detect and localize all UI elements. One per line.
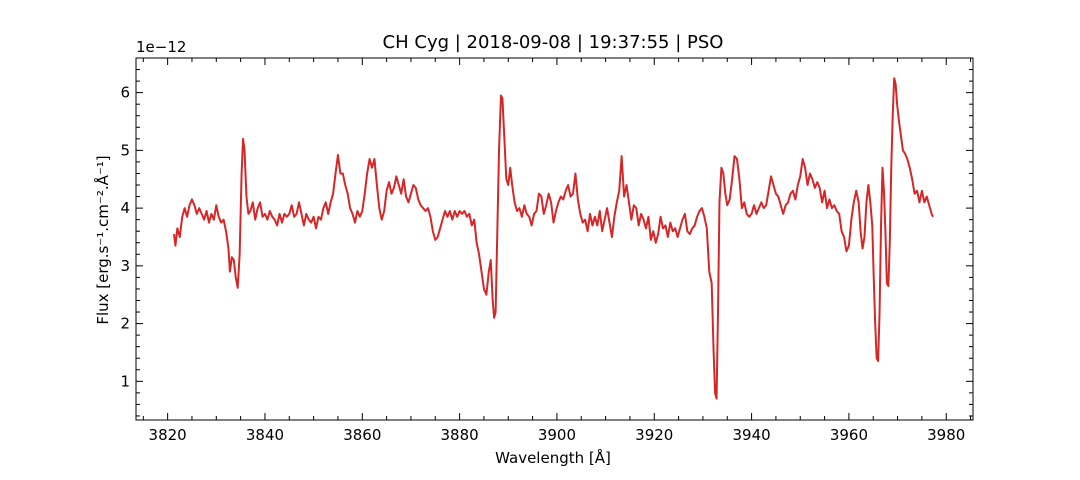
x-tick-label: 3940 [732, 426, 770, 444]
flux-series-line [172, 77, 934, 400]
y-tick-label: 3 [120, 257, 130, 275]
x-tick-label: 3860 [343, 426, 381, 444]
y-axis-label: Flux [erg.s⁻¹.cm⁻².Å⁻¹] [93, 155, 112, 324]
x-tick-label: 3980 [927, 426, 965, 444]
x-axis-ticks: 3820 3840 3860 3880 3900 3920 3940 3960 3980 [142, 58, 972, 444]
y-tick-label: 1 [120, 372, 130, 390]
y-tick-label: 2 [120, 315, 130, 333]
x-axis-label: Wavelength [Å] [495, 448, 611, 467]
plot-area [172, 77, 934, 400]
y-offset-text: 1e−12 [136, 38, 186, 56]
chart-title: CH Cyg | 2018-09-08 | 19:37:55 | PSO [383, 32, 724, 53]
plot-frame [135, 57, 974, 421]
y-tick-label: 5 [120, 141, 130, 159]
x-tick-label: 3960 [830, 426, 868, 444]
y-axis-ticks: 1 2 3 4 5 6 [120, 69, 973, 417]
x-tick-label: 3820 [149, 426, 187, 444]
x-tick-label: 3920 [635, 426, 673, 444]
x-tick-label: 3900 [538, 426, 576, 444]
y-tick-label: 4 [120, 199, 130, 217]
x-tick-label: 3880 [441, 426, 479, 444]
x-tick-label: 3840 [246, 426, 284, 444]
y-tick-label: 6 [120, 84, 130, 102]
